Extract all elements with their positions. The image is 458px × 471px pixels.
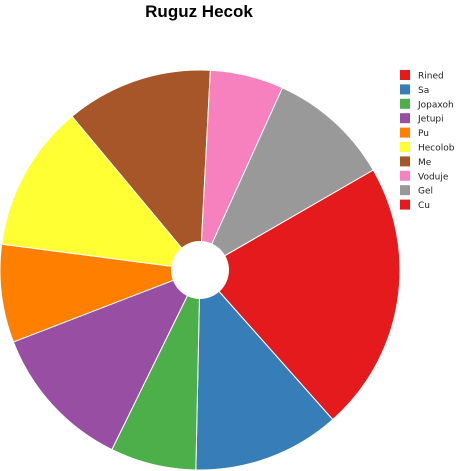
legend-swatch-jopaxoh [400,98,410,109]
legend-swatch-hecolob [400,142,410,152]
legend-swatch-pu [400,127,410,138]
legend-label-me: Me [418,158,432,168]
legend-label-cu: Cu [418,201,430,211]
legend-label-voduje: Voduje [418,172,449,182]
legend-label-rined: Rined [418,72,444,82]
pie-slice-hecolob [1,115,202,271]
legend-swatch-sa [400,84,410,95]
pie-slice-pu [0,243,201,343]
legend-label-sa: Sa [418,86,429,96]
legend-swatch-gel [400,185,410,196]
pie-slice-jetupi [12,269,202,451]
pie-slice-gel [198,87,374,272]
legend-label-jetupi: Jetupi [417,115,444,125]
legend-swatch-me [400,156,410,167]
legend-label-pu: Pu [418,129,429,139]
pie-slice-rined [199,169,401,421]
pie-slice-sa [195,268,334,471]
legend: Rined Sa Jopaxoh Jetupi Pu Hecolob Me Voduje Gel… [400,70,455,211]
pie-slices [0,69,401,471]
legend-swatch-rined [400,70,410,80]
donut-hole [171,241,229,299]
legend-label-gel: Gel [418,187,433,197]
legend-swatch-cu [400,199,410,210]
legend-label-hecolob: Hecolob [418,144,455,154]
pie-slice-me [71,69,211,272]
chart-title: Ruguz Hecok [145,2,253,21]
legend-swatch-voduje [400,170,410,181]
legend-swatch-jetupi [400,113,410,124]
legend-label-jopaxoh: Jopaxoh [417,100,454,110]
